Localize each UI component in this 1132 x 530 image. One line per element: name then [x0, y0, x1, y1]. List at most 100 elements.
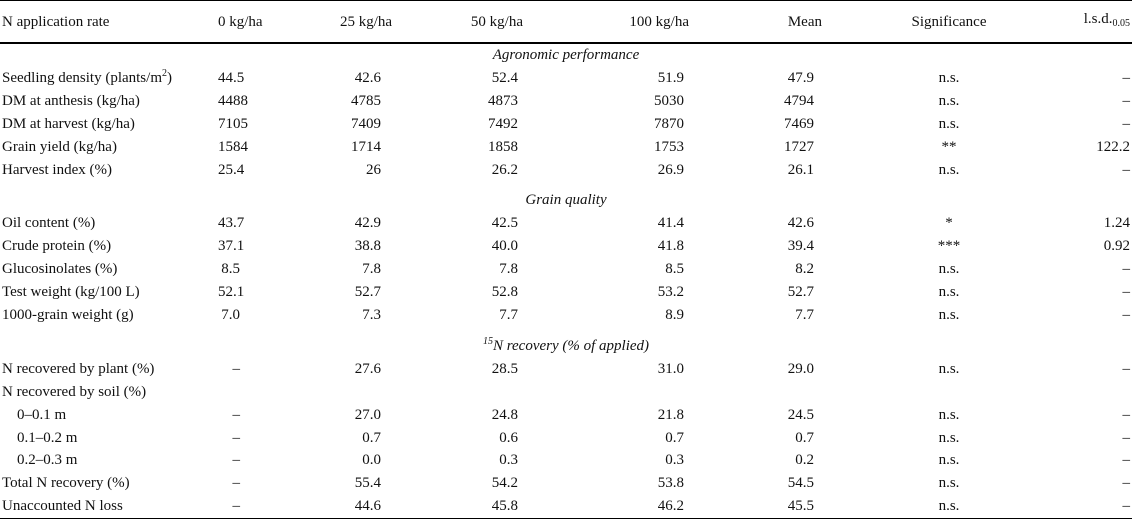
row-label: Seedling density (plants/m2) — [0, 67, 218, 90]
value-lsd: – — [1122, 69, 1131, 86]
value-25: 38.8 — [354, 238, 381, 255]
value-100: 0.3 — [665, 452, 684, 469]
table-row: N recovered by plant (%) – 27.6 28.5 31.0 29.… — [0, 358, 1132, 381]
value-0: – — [232, 475, 241, 492]
value-lsd: 122.2 — [1096, 138, 1130, 155]
value-25: 7.3 — [362, 306, 381, 323]
value-25: 7.8 — [362, 261, 381, 278]
spacer-cell — [0, 327, 1132, 335]
value-mean: 1727 — [784, 138, 814, 155]
table-row: Grain yield (kg/ha) 1584 1714 1858 1753 1727 *… — [0, 136, 1132, 159]
row-label: N recovered by plant (%) — [0, 358, 218, 381]
row-label-text: N recovered by soil (%) — [2, 383, 147, 400]
value-50: 52.8 — [491, 284, 518, 301]
header-rate-25: 25 kg/ha — [340, 0, 458, 44]
row-label-text: DM at harvest (kg/ha) — [2, 115, 135, 132]
value-significance: n.s. — [883, 495, 1015, 520]
row-label-text: DM at anthesis (kg/ha) — [2, 92, 140, 109]
section-agronomic-performance-text: Agronomic performance — [492, 47, 640, 63]
value-25: 0.7 — [362, 429, 381, 446]
value-25: 44.6 — [340, 495, 458, 520]
row-label: 0.2–0.3 m — [0, 449, 218, 472]
section-spacer — [0, 181, 1132, 189]
value-significance: n.s. — [938, 284, 960, 301]
value-50: 0.6 — [499, 429, 518, 446]
table-row: Test weight (kg/100 L) 52.1 52.7 52.8 53.2 52… — [0, 281, 1132, 304]
value-50: 7.7 — [499, 306, 518, 323]
value-25: 55.4 — [354, 475, 381, 492]
value-25: 42.9 — [354, 215, 381, 232]
value-lsd: 0.92 — [1103, 238, 1130, 255]
value-0: 37.1 — [218, 238, 245, 255]
row-label-text: 0.2–0.3 m — [17, 452, 78, 469]
table-row: Total N recovery (%) – 55.4 54.2 53.8 54.5 n.s… — [0, 472, 1132, 495]
value-0: – — [218, 495, 340, 520]
value-lsd: – — [1122, 429, 1131, 446]
row-label-text: Glucosinolates (%) — [2, 261, 118, 278]
value-lsd: – — [1122, 261, 1131, 278]
value-mean: 29.0 — [787, 360, 814, 377]
row-label-text: Crude protein (%) — [2, 238, 112, 255]
row-label-text: Seedling density (plants/m — [2, 69, 162, 86]
value-mean: 4794 — [784, 92, 814, 109]
value-50: 42.5 — [491, 215, 518, 232]
table-row: DM at harvest (kg/ha) 7105 7409 7492 7870 746… — [0, 113, 1132, 136]
value-lsd: – — [1122, 161, 1131, 178]
value-mean: 0.2 — [795, 452, 814, 469]
value-0: 52.1 — [218, 284, 245, 301]
value-50: 40.0 — [491, 238, 518, 255]
value-mean: 24.5 — [787, 406, 814, 423]
value-50: 54.2 — [491, 475, 518, 492]
value-100: 53.8 — [657, 475, 684, 492]
row-label: 1000-grain weight (g) — [0, 304, 218, 327]
value-significance — [883, 381, 1015, 404]
section-agronomic-performance: Agronomic performance — [0, 43, 1132, 67]
table-row: DM at anthesis (kg/ha) 4488 4785 4873 5030 47… — [0, 90, 1132, 113]
row-label-text: Oil content (%) — [2, 215, 96, 232]
value-50: 52.4 — [491, 69, 518, 86]
value-0: – — [232, 452, 241, 469]
value-mean: 45.5 — [743, 495, 883, 520]
value-50: 45.8 — [458, 495, 597, 520]
row-label: Unaccounted N loss — [0, 495, 218, 520]
value-100: 51.9 — [657, 69, 684, 86]
header-rate-100: 100 kg/ha — [597, 0, 743, 44]
value-0: – — [232, 406, 241, 423]
row-label-text: 0.1–0.2 m — [17, 429, 78, 446]
value-25: 26 — [366, 161, 381, 178]
value-50 — [458, 381, 597, 404]
table-row: 0–0.1 m – 27.0 24.8 21.8 24.5 n.s. – — [0, 404, 1132, 427]
value-0: 8.5 — [221, 261, 240, 278]
table-row: Harvest index (%) 25.4 26 26.2 26.9 26.1 n.s. – — [0, 159, 1132, 182]
value-significance: n.s. — [938, 406, 960, 423]
value-0: – — [232, 360, 241, 377]
value-50: 24.8 — [491, 406, 518, 423]
value-50: 26.2 — [491, 161, 518, 178]
value-lsd: – — [1122, 360, 1131, 377]
row-label-text: Unaccounted N loss — [2, 498, 123, 515]
value-significance: n.s. — [938, 452, 960, 469]
value-100: 41.8 — [657, 238, 684, 255]
value-25: 0.0 — [362, 452, 381, 469]
value-significance: n.s. — [938, 92, 960, 109]
value-100: 0.7 — [665, 429, 684, 446]
row-label: 0.1–0.2 m — [0, 427, 218, 450]
value-100: 8.9 — [665, 306, 684, 323]
table-row: 1000-grain weight (g) 7.0 7.3 7.7 8.9 7.7 n.s.… — [0, 304, 1132, 327]
header-rate-50: 50 kg/ha — [458, 0, 597, 44]
value-lsd: – — [1122, 92, 1131, 109]
value-mean: 7469 — [784, 115, 814, 132]
table-row: Crude protein (%) 37.1 38.8 40.0 41.8 39.4 ***… — [0, 235, 1132, 258]
table-row: 0.2–0.3 m – 0.0 0.3 0.3 0.2 n.s. – — [0, 449, 1132, 472]
value-mean: 7.7 — [795, 306, 814, 323]
row-label: Total N recovery (%) — [0, 472, 218, 495]
value-significance: n.s. — [938, 306, 960, 323]
value-significance: n.s. — [938, 161, 960, 178]
row-label-text: Grain yield (kg/ha) — [2, 138, 117, 155]
value-lsd — [1015, 381, 1132, 404]
value-25: 1714 — [351, 138, 381, 155]
table-row: N recovered by soil (%) — [0, 381, 1132, 404]
table-row: 0.1–0.2 m – 0.7 0.6 0.7 0.7 n.s. – — [0, 427, 1132, 450]
section-n-recovery: 15N recovery (% of applied) — [0, 335, 1132, 358]
